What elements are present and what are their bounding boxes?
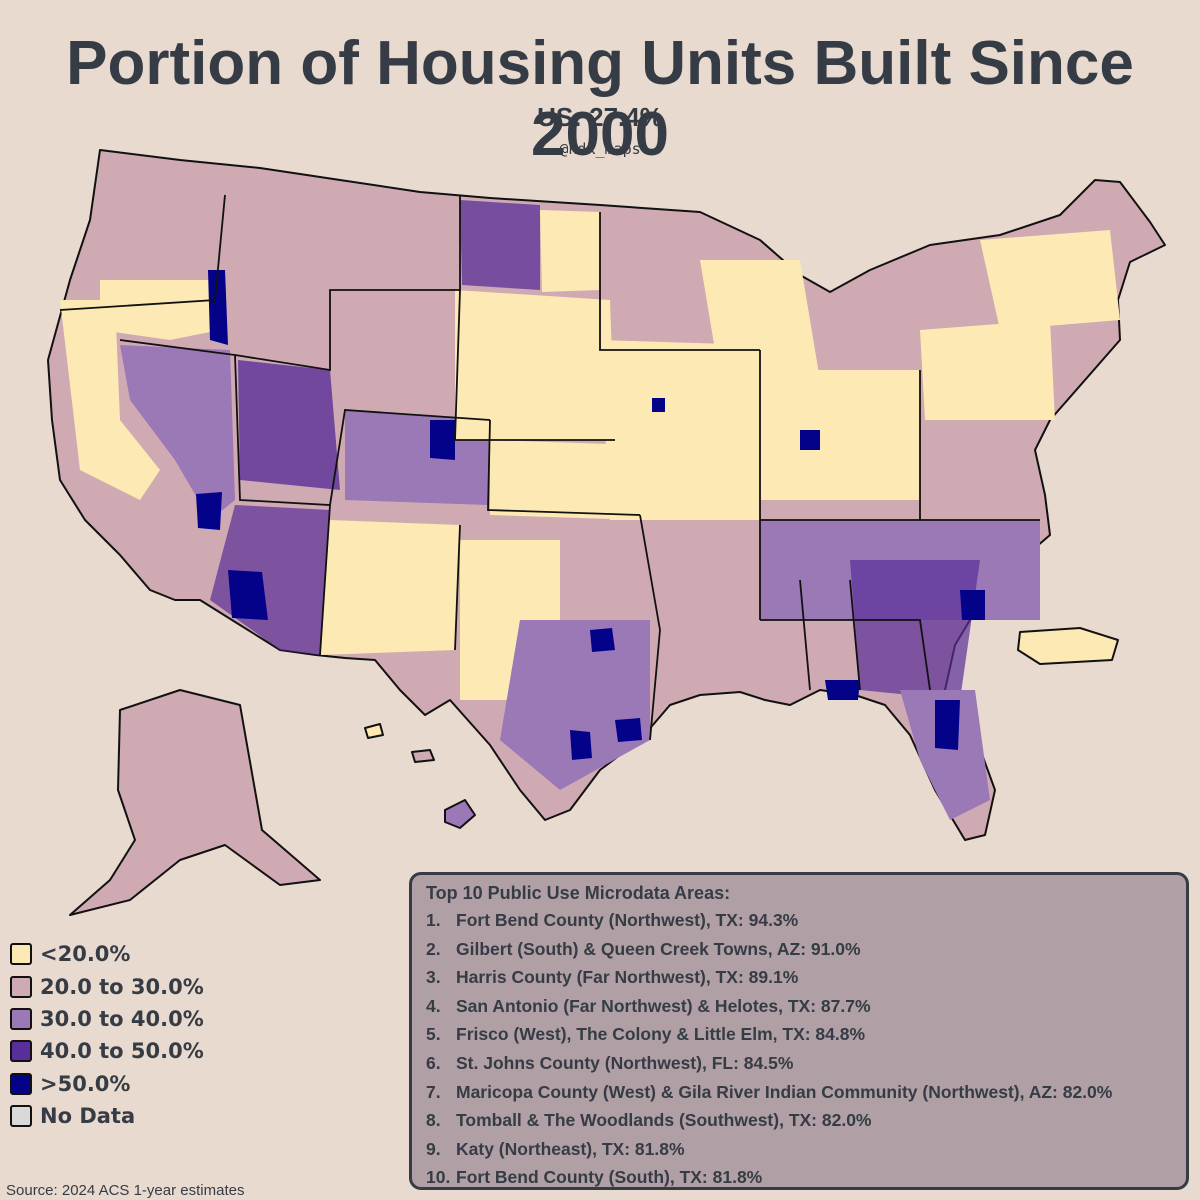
top-10-rank: 8. [426, 1110, 441, 1131]
legend-item: >50.0% [10, 1068, 270, 1100]
top-10-item: 3. Harris County (Far Northwest), TX: 89.… [426, 963, 1172, 992]
top-10-item: 10. Fort Bend County (South), TX: 81.8% [426, 1163, 1172, 1192]
top-10-text: St. Johns County (Northwest), FL: 84.5% [456, 1052, 794, 1073]
hawaii-big-island [444, 799, 476, 829]
author-credit: @hdk_maps [559, 140, 641, 158]
legend-item: No Data [10, 1100, 270, 1132]
page-title: Portion of Housing Units Built Since 200… [66, 29, 1134, 169]
legend-swatch [10, 1105, 32, 1128]
alaska [69, 689, 321, 916]
legend-swatch [10, 1007, 32, 1030]
legend-item: 30.0 to 40.0% [10, 1003, 270, 1035]
legend-item: 40.0 to 50.0% [10, 1035, 270, 1067]
legend-swatch [10, 943, 32, 966]
top-10-text: Fort Bend County (Northwest), TX: 94.3% [456, 910, 799, 930]
top-10-rank: 9. [426, 1138, 441, 1159]
top-10-text: Katy (Northeast), TX: 81.8% [456, 1138, 685, 1159]
top-10-item: 8. Tomball & The Woodlands (Southwest), T… [426, 1106, 1172, 1135]
top-10-item: 7. Maricopa County (West) & Gila River In… [426, 1078, 1172, 1107]
source-note: Source: 2024 ACS 1-year estimates [6, 1182, 245, 1199]
legend-label: 40.0 to 50.0% [40, 1039, 204, 1064]
top-10-text: Maricopa County (West) & Gila River Indi… [456, 1081, 1113, 1102]
top-10-text: Fort Bend County (South), TX: 81.8% [456, 1167, 763, 1188]
top-10-list: 1. Fort Bend County (Northwest), TX: 94.3… [426, 906, 1172, 1192]
top-10-text: Frisco (West), The Colony & Little Elm, … [456, 1024, 866, 1045]
us-average-subtitle: US: 27.4% [537, 102, 663, 132]
top-10-text: Tomball & The Woodlands (Southwest), TX:… [456, 1110, 872, 1131]
legend-label: >50.0% [40, 1071, 131, 1096]
top-10-item: 9. Katy (Northeast), TX: 81.8% [426, 1135, 1172, 1164]
legend-label: <20.0% [40, 942, 131, 967]
top-10-rank: 5. [426, 1024, 441, 1045]
top-10-item: 6. St. Johns County (Northwest), FL: 84.5… [426, 1049, 1172, 1078]
puerto-rico [1017, 627, 1119, 665]
legend-item: <20.0% [10, 938, 270, 970]
legend-swatch [10, 1040, 32, 1063]
top-10-text: Gilbert (South) & Queen Creek Towns, AZ:… [456, 938, 861, 959]
top-10-box: Top 10 Public Use Microdata Areas: 1. For… [409, 872, 1189, 1190]
top-10-rank: 4. [426, 995, 441, 1016]
top-10-rank: 2. [426, 938, 441, 959]
top-10-text: Harris County (Far Northwest), TX: 89.1% [456, 967, 799, 988]
top-10-text: San Antonio (Far Northwest) & Helotes, T… [456, 995, 871, 1016]
legend-swatch [10, 1072, 32, 1095]
top-10-rank: 1. [426, 910, 441, 930]
top-10-item: 1. Fort Bend County (Northwest), TX: 94.3… [426, 906, 1172, 935]
top-10-heading: Top 10 Public Use Microdata Areas: [426, 883, 731, 903]
top-10-item: 4. San Antonio (Far Northwest) & Helotes,… [426, 992, 1172, 1021]
top-10-rank: 7. [426, 1081, 441, 1102]
top-10-item: 5. Frisco (West), The Colony & Little Elm… [426, 1020, 1172, 1049]
top-10-item: 2. Gilbert (South) & Queen Creek Towns, A… [426, 935, 1172, 964]
legend-label: 30.0 to 40.0% [40, 1006, 204, 1031]
top-10-rank: 10. [426, 1167, 451, 1188]
legend-label: 20.0 to 30.0% [40, 974, 204, 999]
top-10-rank: 6. [426, 1052, 441, 1073]
legend: <20.0% 20.0 to 30.0% 30.0 to 40.0% 40.0 to … [10, 938, 270, 1132]
legend-item: 20.0 to 30.0% [10, 970, 270, 1002]
legend-label: No Data [40, 1104, 136, 1129]
hawaii-islands [364, 723, 384, 739]
legend-swatch [10, 975, 32, 998]
top-10-rank: 3. [426, 967, 441, 988]
